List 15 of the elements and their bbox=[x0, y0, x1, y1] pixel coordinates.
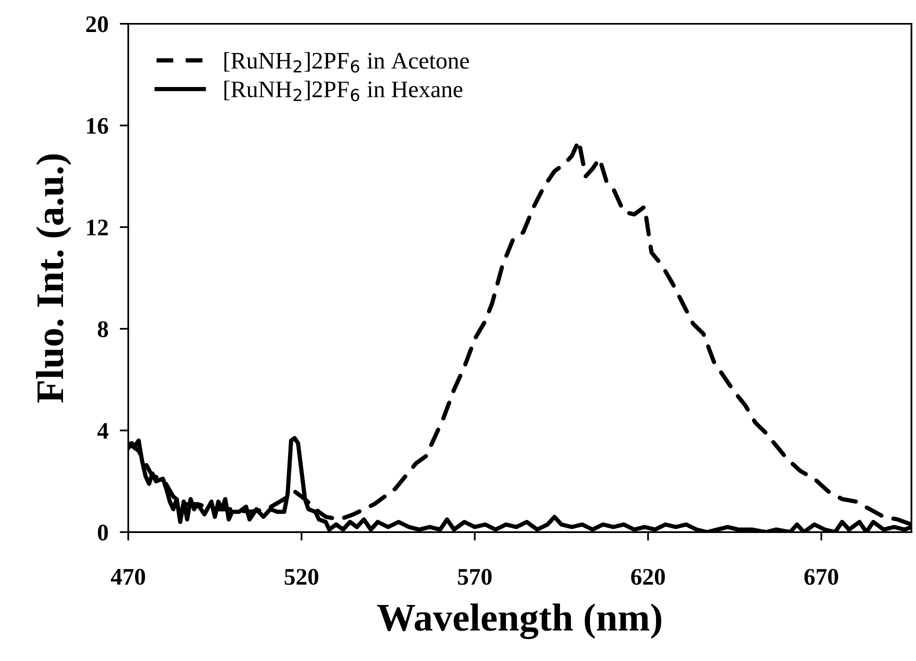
y-tick-label: 20 bbox=[86, 16, 108, 32]
y-tick-label: 12 bbox=[87, 220, 108, 236]
y-axis-title: Fluo. Int. (a.u.) bbox=[36, 154, 72, 403]
y-tick-label: 0 bbox=[98, 524, 108, 541]
x-axis-title: Wavelength (nm) bbox=[377, 604, 662, 640]
x-tick-label: 670 bbox=[804, 568, 838, 585]
legend-label: [RuNH$_{2}$]2PF$_{6}$ in Acetone bbox=[224, 52, 469, 73]
x-tick-label: 570 bbox=[458, 568, 492, 585]
y-tick-label: 8 bbox=[98, 321, 108, 338]
y-tick-label: 16 bbox=[87, 118, 108, 134]
x-tick-label: 620 bbox=[631, 568, 665, 585]
x-tick-label: 470 bbox=[110, 568, 146, 585]
y-tick-label: 4 bbox=[97, 423, 108, 439]
x-tick-label: 520 bbox=[284, 568, 318, 585]
legend-label: [RuNH$_{2}$]2PF$_{6}$ in Hexane bbox=[224, 80, 462, 102]
